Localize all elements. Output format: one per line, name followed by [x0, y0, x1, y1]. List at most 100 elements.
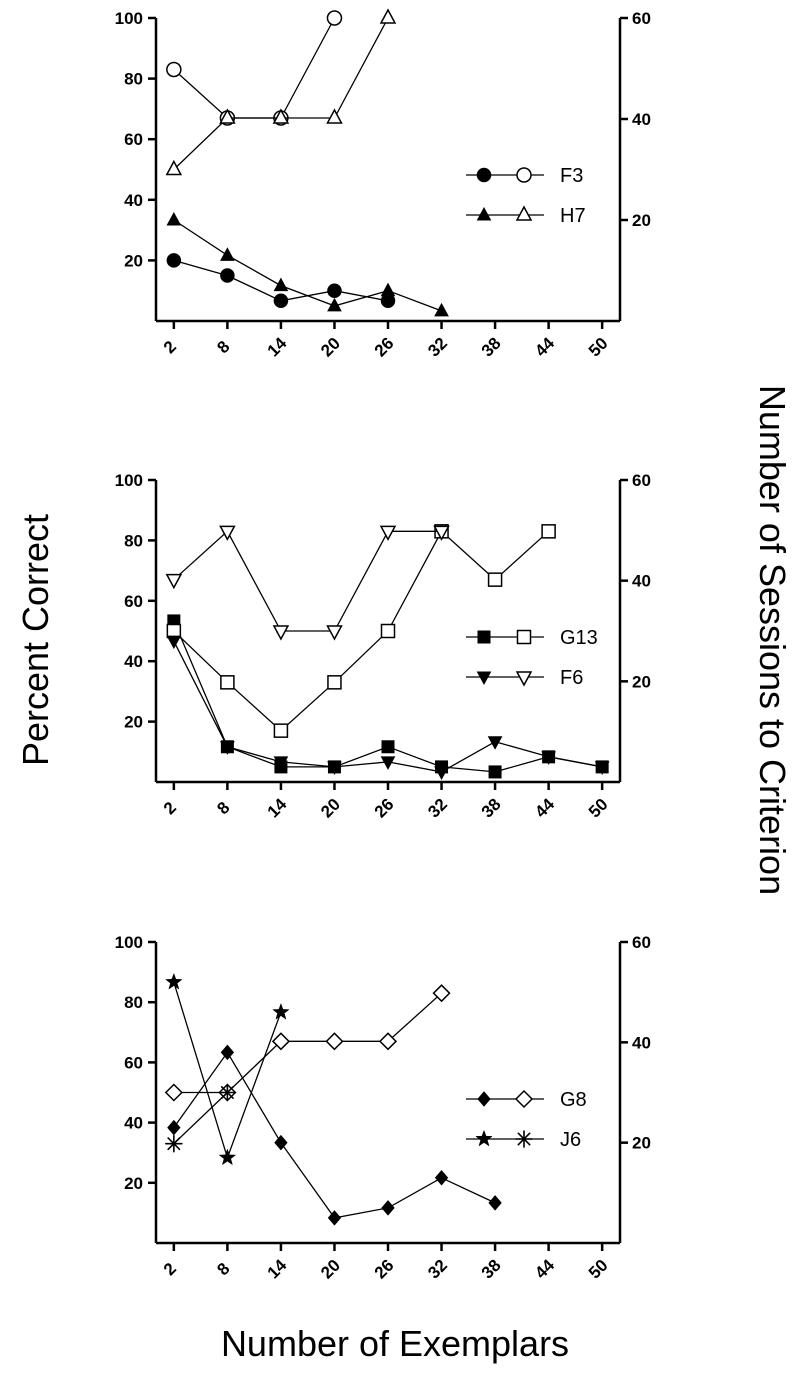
marker-asterisk: [165, 1134, 183, 1153]
marker-diamond-filled: [220, 1044, 235, 1061]
marker-triangle-down-open: [165, 573, 183, 590]
marker-diamond-filled: [274, 1134, 288, 1151]
marker-triangle-up-open: [515, 205, 533, 221]
chart-panel-2: 20 40 60 80 100 20 40 60 2 8 14 20 26 32 38 44 50 G13 F6: [115, 471, 651, 822]
marker-triangle-up-open: [165, 159, 183, 176]
marker-triangle-down-open: [219, 525, 236, 541]
x-tick-label: 44: [531, 1255, 558, 1282]
legend-label: F3: [560, 165, 583, 187]
y-right-tick-label: 40: [632, 1033, 651, 1052]
x-tick-label: 8: [213, 798, 233, 818]
y-axis-left-label: Percent Correct: [15, 514, 56, 766]
x-tick-label: 2: [160, 337, 180, 357]
marker-circle-filled: [166, 253, 182, 268]
chart-panel-3: 20 40 60 80 100 20 40 60 2 8 14 20 26 32 38 44 50 G8 J6: [115, 933, 651, 1283]
marker-triangle-down-filled: [541, 751, 556, 765]
series-line: [173, 992, 442, 1094]
marker-diamond-filled: [477, 1091, 491, 1107]
marker-square-open: [380, 623, 396, 639]
chart-panel-1: 20 40 60 80 100 20 40 60 2 8 14 20 26 32 38 44 50 F3 H7: [115, 8, 651, 361]
x-tick-label: 20: [317, 334, 344, 361]
marker-star-filled: [165, 972, 183, 990]
chart-panels: 20 40 60 80 100 20 40 60 2 8 14 20 26 32 38 44 50 F3 H7 20 4…: [115, 8, 651, 1283]
y-left-tick-label: 80: [124, 993, 143, 1012]
series-line: [173, 530, 442, 632]
series-G13-sessions: [167, 614, 609, 779]
x-tick-label: 26: [371, 334, 398, 361]
marker-triangle-down-open: [433, 525, 450, 541]
x-tick-label: 8: [213, 337, 233, 357]
x-tick-label: 32: [424, 795, 451, 822]
marker-diamond-open: [514, 1089, 534, 1109]
marker-diamond-filled: [327, 1210, 342, 1226]
series-F3-percent-correct: [166, 10, 343, 126]
series-H7-sessions: [166, 211, 449, 317]
y-right-tick-label: 60: [632, 471, 651, 490]
x-tick-label: 26: [371, 1256, 398, 1283]
marker-circle-open: [516, 167, 532, 183]
marker-circle-open: [166, 61, 182, 78]
legend: G13 F6: [466, 627, 598, 689]
series-G13-percent-correct: [166, 524, 556, 738]
y-right-tick-label: 20: [632, 211, 651, 230]
y-right-tick-label: 40: [632, 572, 651, 591]
marker-square-open: [516, 629, 532, 645]
marker-triangle-down-open: [326, 625, 343, 641]
x-tick-label: 32: [424, 1256, 451, 1283]
x-tick-label: 38: [478, 334, 505, 361]
x-tick-label: 8: [213, 1259, 233, 1279]
legend-label: H7: [560, 205, 586, 227]
marker-square-open: [327, 675, 342, 690]
marker-triangle-down-filled: [434, 766, 449, 780]
marker-diamond-filled: [381, 1200, 395, 1216]
marker-triangle-down-filled: [220, 741, 235, 755]
marker-diamond-filled: [488, 1195, 502, 1211]
y-right-tick-label: 20: [632, 672, 651, 691]
y-left-tick-label: 80: [124, 531, 143, 550]
marker-square-open: [166, 623, 182, 639]
marker-square-open: [487, 572, 503, 587]
x-tick-label: 26: [371, 795, 398, 822]
legend-entry-J6: J6: [466, 1129, 581, 1151]
marker-diamond-filled: [167, 1119, 181, 1136]
series-line: [173, 981, 282, 1160]
marker-triangle-down-filled: [166, 635, 182, 650]
legend-entry-F6: F6: [466, 667, 583, 689]
y-left-tick-label: 20: [124, 1174, 143, 1193]
x-tick-label: 32: [424, 334, 451, 361]
y-left-tick-label: 60: [124, 1053, 143, 1072]
marker-triangle-down-filled: [594, 761, 610, 775]
marker-square-open: [220, 675, 235, 690]
marker-circle-filled: [476, 167, 492, 183]
y-right-tick-label: 60: [632, 933, 651, 952]
x-tick-label: 14: [264, 1255, 291, 1282]
legend: G8 J6: [466, 1089, 587, 1151]
legend-label: G13: [560, 627, 598, 649]
series-line: [173, 17, 389, 170]
x-tick-label: 20: [317, 1256, 344, 1283]
y-left-tick-label: 60: [124, 592, 143, 611]
marker-circle-filled: [380, 293, 396, 309]
marker-circle-open: [326, 10, 343, 26]
legend-entry-G13: G13: [466, 627, 598, 649]
y-left-tick-label: 20: [124, 251, 143, 270]
marker-triangle-down-filled: [273, 756, 289, 770]
legend-label: F6: [560, 667, 583, 689]
series-line: [173, 1092, 228, 1145]
y-left-tick-label: 100: [115, 471, 143, 490]
marker-diamond-open: [325, 1032, 344, 1051]
marker-triangle-up-filled: [380, 282, 396, 297]
y-right-tick-label: 40: [632, 110, 651, 129]
legend-entry-F3: F3: [466, 165, 583, 187]
x-axis-label: Number of Exemplars: [221, 1323, 569, 1364]
marker-square-open: [273, 723, 289, 738]
marker-triangle-up-open: [272, 108, 290, 124]
marker-star-filled: [475, 1129, 493, 1147]
marker-diamond-filled: [434, 1170, 449, 1186]
y-right-tick-label: 60: [632, 9, 651, 28]
legend-entry-G8: G8: [466, 1089, 587, 1111]
marker-triangle-down-open: [515, 671, 533, 687]
marker-triangle-up-filled: [327, 297, 342, 312]
y-left-tick-label: 80: [124, 70, 143, 89]
marker-triangle-up-filled: [220, 247, 235, 261]
